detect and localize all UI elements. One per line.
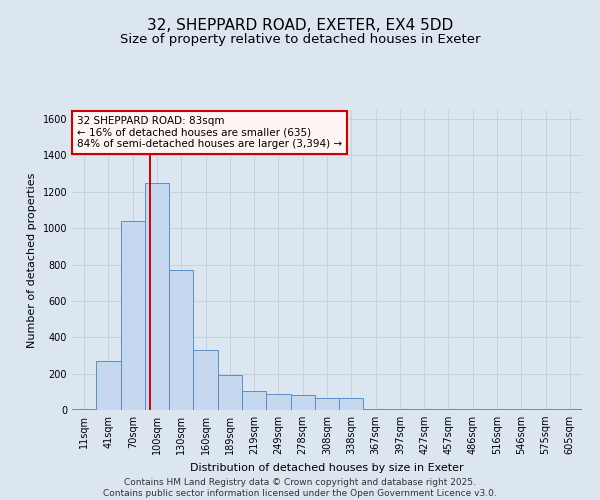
Bar — [145, 182, 169, 410]
Text: 32 SHEPPARD ROAD: 83sqm
← 16% of detached houses are smaller (635)
84% of semi-d: 32 SHEPPARD ROAD: 83sqm ← 16% of detache… — [77, 116, 342, 149]
Bar — [315, 398, 339, 410]
Bar — [169, 270, 193, 410]
Text: 32, SHEPPARD ROAD, EXETER, EX4 5DD: 32, SHEPPARD ROAD, EXETER, EX4 5DD — [147, 18, 453, 32]
Bar — [121, 221, 145, 410]
X-axis label: Distribution of detached houses by size in Exeter: Distribution of detached houses by size … — [190, 462, 464, 472]
Text: Size of property relative to detached houses in Exeter: Size of property relative to detached ho… — [120, 32, 480, 46]
Y-axis label: Number of detached properties: Number of detached properties — [27, 172, 37, 348]
Bar — [339, 398, 364, 410]
Bar — [96, 361, 121, 410]
Bar — [242, 391, 266, 410]
Text: Contains HM Land Registry data © Crown copyright and database right 2025.
Contai: Contains HM Land Registry data © Crown c… — [103, 478, 497, 498]
Bar — [193, 350, 218, 410]
Bar — [266, 394, 290, 410]
Bar — [290, 396, 315, 410]
Bar — [218, 374, 242, 410]
Bar — [364, 409, 388, 410]
